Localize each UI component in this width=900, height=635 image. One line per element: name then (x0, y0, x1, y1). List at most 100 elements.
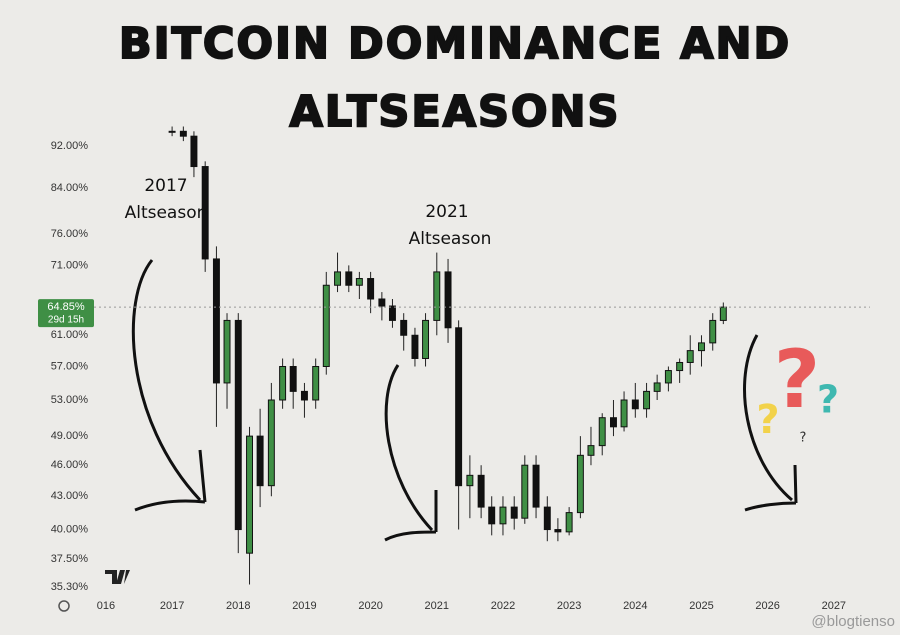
x-tick-label: 016 (97, 600, 115, 612)
candle-body (719, 306, 727, 321)
candle-body (521, 464, 529, 519)
arrow-head (744, 464, 798, 512)
x-tick-label: 2020 (358, 600, 382, 612)
watermark: @blogtienso (811, 613, 895, 630)
y-tick-label: 61.00% (51, 329, 89, 341)
candle-body (643, 390, 651, 410)
question-mark: ? (817, 378, 839, 422)
annotation: Altseason (125, 203, 208, 223)
candle-body (312, 365, 320, 401)
candle-body (598, 417, 606, 447)
candle-body (433, 271, 441, 321)
candle-body (686, 350, 694, 363)
candle-body (190, 135, 198, 168)
settings-icon (58, 600, 70, 612)
x-tick-label: 2023 (557, 600, 581, 612)
arrow-head (384, 490, 438, 542)
y-tick-label: 84.00% (51, 182, 89, 194)
candle-body (510, 506, 518, 519)
candle-body (543, 506, 551, 531)
y-tick-label: 43.00% (51, 490, 89, 502)
candle-body (477, 474, 485, 508)
candle-body (444, 271, 452, 329)
chart-title: BITCOIN DOMINANCE AND ALTSEASONS (118, 18, 792, 138)
y-tick-label: 92.00% (51, 140, 89, 152)
annotation: 2017 (144, 176, 187, 196)
candle-body (212, 258, 220, 384)
x-tick-label: 2026 (755, 600, 779, 612)
candle-body (554, 529, 562, 533)
arrow-head (134, 449, 207, 512)
y-tick-label: 71.00% (51, 259, 89, 271)
x-tick-label: 2017 (160, 600, 184, 612)
candle-body (676, 361, 684, 372)
candle-body (223, 319, 231, 384)
y-tick-label: 53.00% (51, 394, 89, 406)
y-tick-label: 37.50% (51, 553, 89, 565)
x-tick-label: 2021 (425, 600, 449, 612)
y-tick-label: 57.00% (51, 360, 89, 372)
candle-body (322, 284, 330, 367)
candle-body (201, 166, 209, 260)
candle-body (631, 399, 639, 410)
x-tick-label: 2019 (292, 600, 316, 612)
candle-body (466, 474, 474, 487)
candle-body (378, 298, 386, 307)
y-tick-label: 49.00% (51, 430, 89, 442)
candle-body (256, 435, 264, 487)
candle-body (488, 506, 496, 525)
candle-body (455, 327, 463, 487)
arrow (131, 259, 202, 502)
candle-body (334, 271, 342, 286)
candle-body (234, 319, 242, 531)
y-tick-label: 46.00% (51, 459, 89, 471)
candle-body (367, 278, 375, 300)
candle-body (355, 278, 363, 286)
candle-body (664, 370, 672, 384)
candle-body (400, 319, 408, 336)
x-tick-label: 2024 (623, 600, 647, 612)
candle-body (388, 305, 396, 321)
y-tick-label: 76.00% (51, 228, 89, 240)
plot: 35.30% 37.50% 40.00% 43.00% 46.00% 49.00% 53.0… (38, 126, 870, 612)
candle-body (609, 417, 617, 428)
x-tick-label: 2025 (689, 600, 713, 612)
question-mark: ? (756, 397, 779, 443)
x-tick-label: 2022 (491, 600, 515, 612)
annotation: 2021 (425, 202, 468, 222)
candle-body (289, 365, 297, 392)
candle-body (422, 319, 430, 359)
x-tick-label: 2027 (822, 600, 846, 612)
candle-body (168, 130, 176, 133)
question-mark: ? (774, 333, 820, 426)
arrow (743, 334, 793, 502)
logo (105, 570, 130, 584)
y-tick-label: 35.30% (51, 581, 89, 593)
countdown-label: 29d 15h (48, 315, 84, 326)
candle-body (565, 512, 573, 533)
last-price-box (38, 299, 94, 328)
last-price-label: 64.85% (47, 301, 85, 313)
arrow (384, 364, 434, 532)
candle-body (709, 319, 717, 344)
candle-body (279, 365, 287, 401)
y-tick-label: 40.00% (51, 523, 89, 535)
candle-body (587, 445, 595, 456)
candle-body (345, 271, 353, 286)
question-mark: ? (800, 431, 807, 446)
candle-body (698, 342, 705, 352)
candle-body (620, 399, 628, 428)
candle-body (411, 334, 419, 359)
candle-body (576, 454, 584, 514)
candle-body (246, 435, 253, 554)
candle-body (300, 390, 308, 401)
annotation: Altseason (409, 229, 492, 249)
candle-body (532, 464, 540, 508)
candle-body (653, 382, 661, 392)
candle-body (499, 506, 507, 525)
x-tick-label: 2018 (226, 600, 250, 612)
candle-body (179, 130, 187, 137)
candle-body (267, 399, 275, 487)
